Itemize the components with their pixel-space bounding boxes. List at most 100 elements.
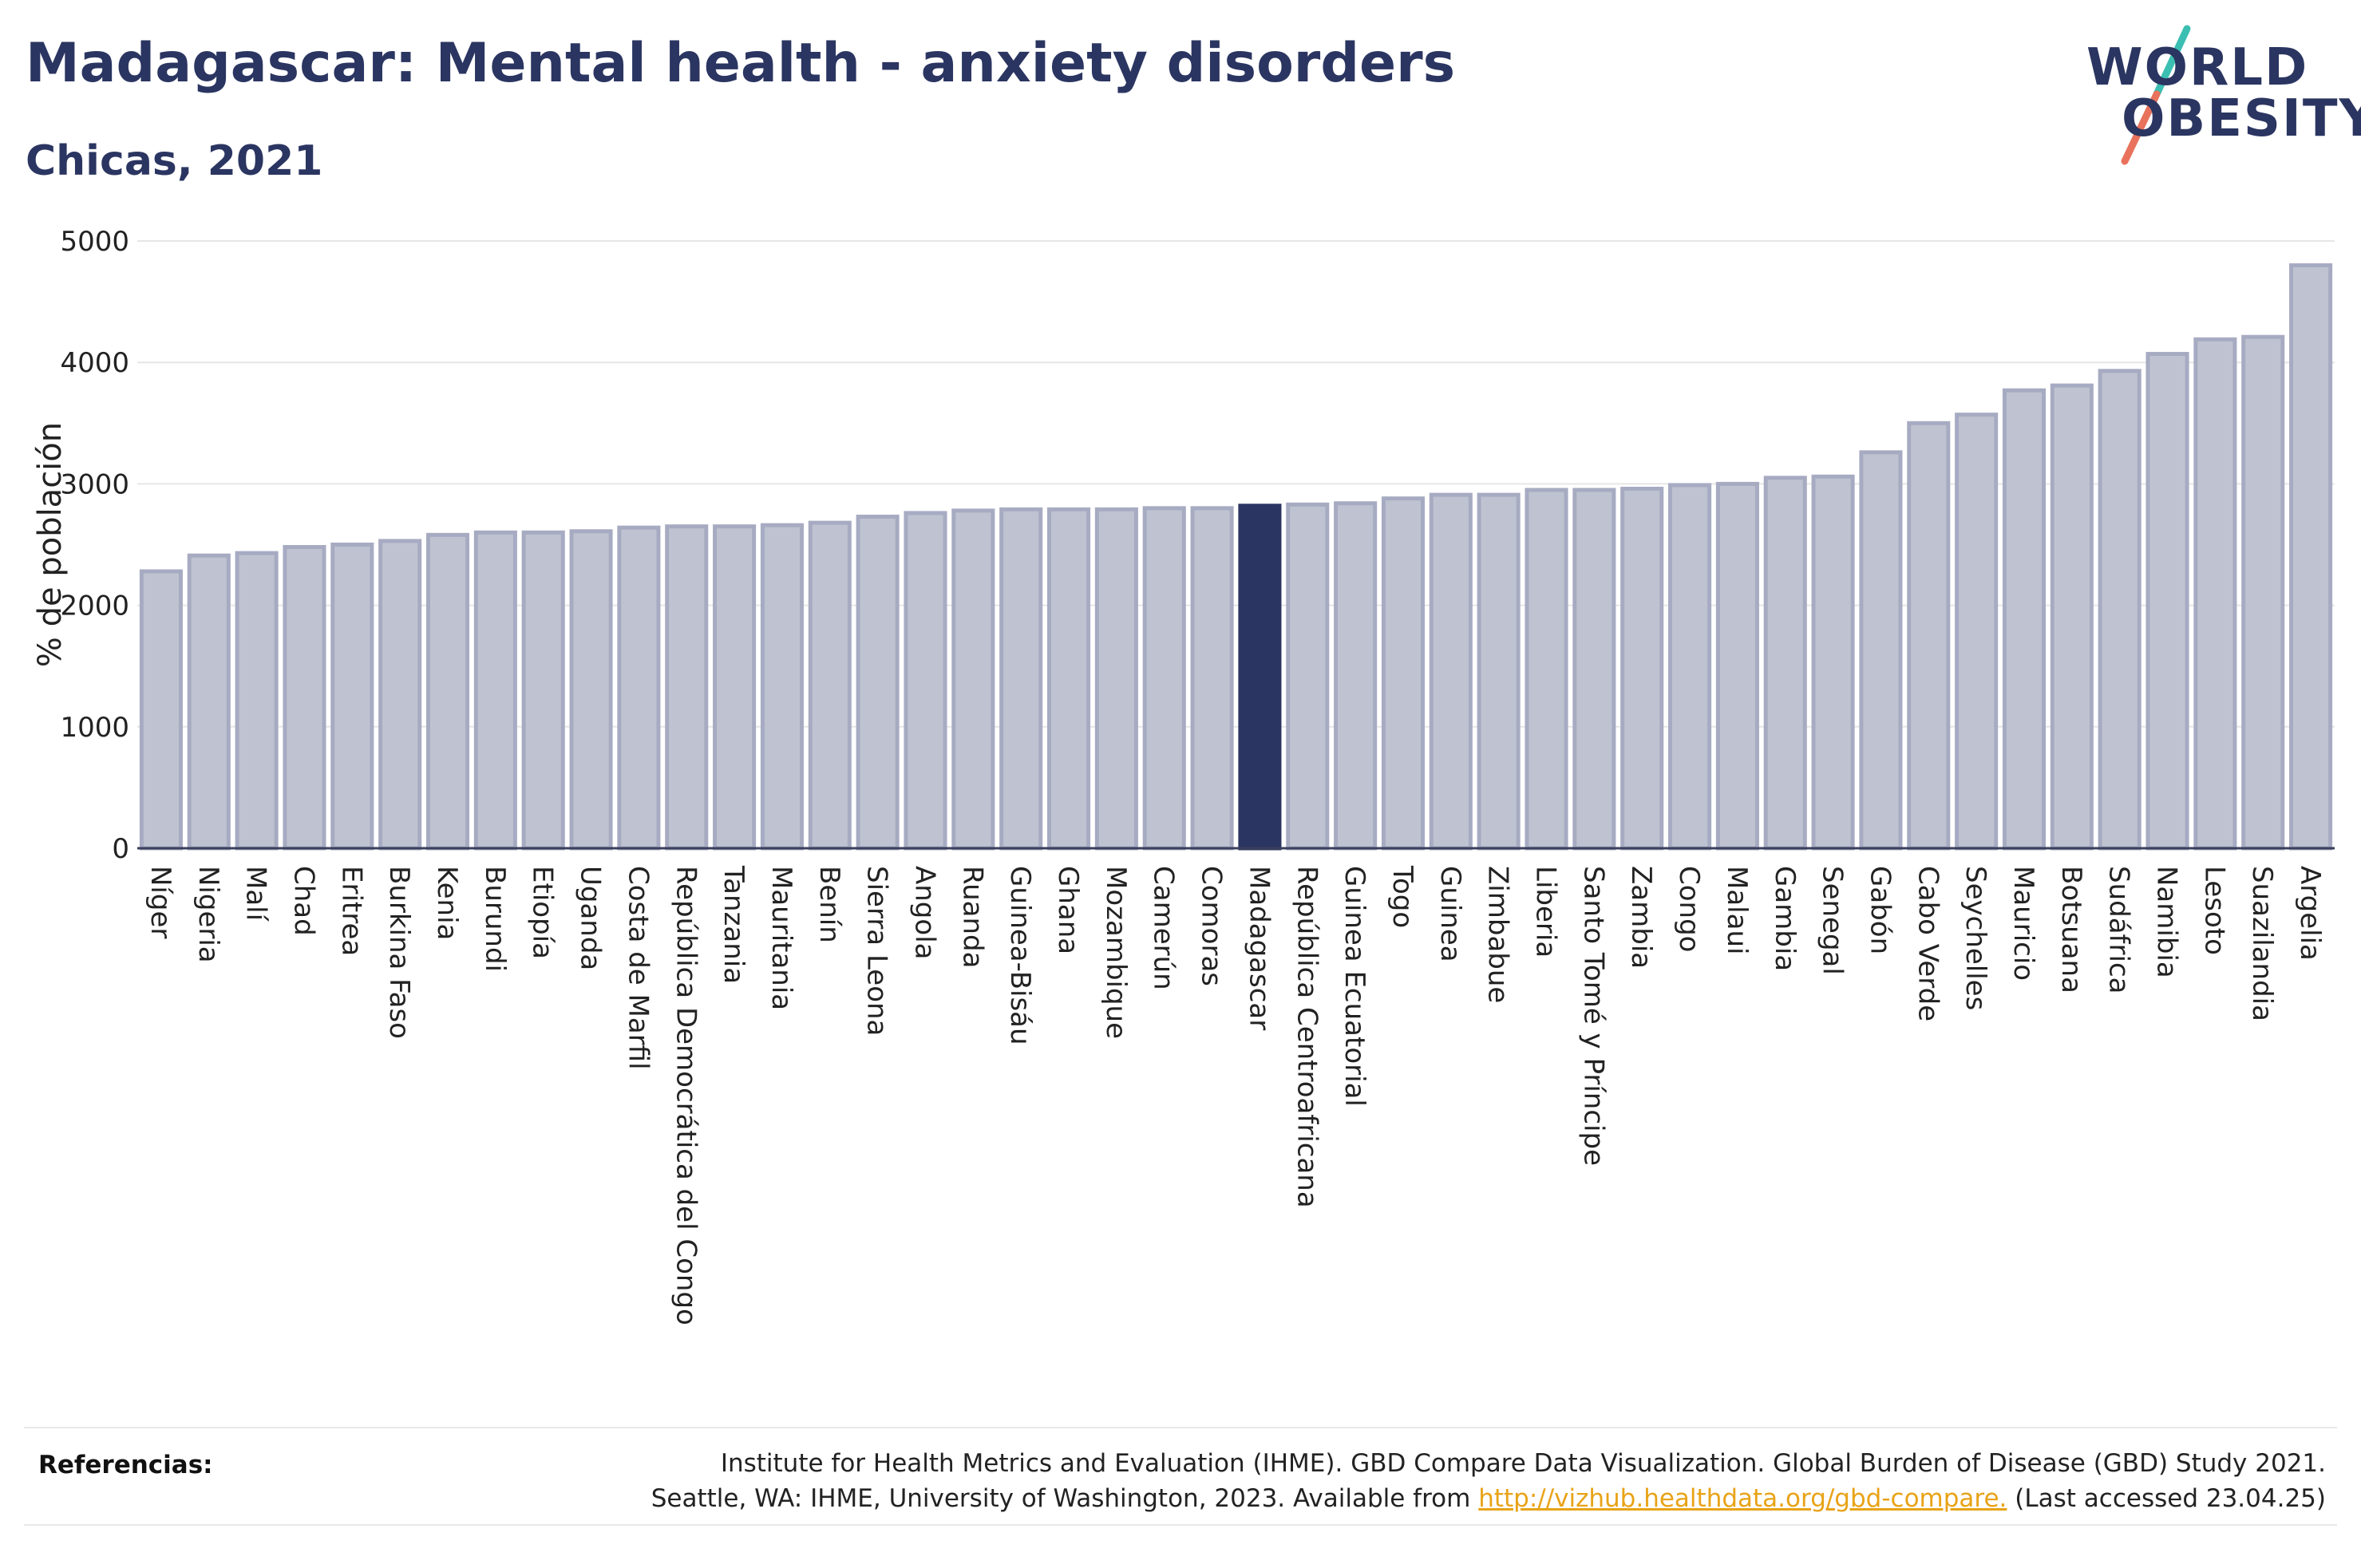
bar — [713, 524, 757, 851]
bar — [2002, 388, 2047, 851]
y-tick-label: 0 — [112, 833, 129, 865]
x-tick-label: Malí — [240, 866, 272, 922]
bar — [1381, 496, 1426, 851]
y-tick-label: 3000 — [60, 468, 129, 500]
references-text: Institute for Health Metrics and Evaluat… — [651, 1446, 2326, 1516]
x-tick-label: Tanzania — [718, 865, 749, 984]
bar — [951, 508, 995, 851]
x-tick-label: Malaui — [1721, 866, 1753, 954]
bar — [1620, 486, 1664, 851]
x-tick-label: Gambia — [1769, 866, 1801, 971]
x-tick-label: Lesoto — [2198, 866, 2230, 955]
x-tick-label: Namibia — [2151, 866, 2183, 978]
x-tick-label: Benín — [813, 866, 845, 943]
logo-slash-icon — [2121, 25, 2191, 165]
y-tick-label: 5000 — [60, 226, 129, 258]
x-tick-label: Guinea — [1434, 866, 1466, 962]
bar — [2241, 334, 2285, 851]
bar — [1715, 481, 1759, 851]
x-tick-label: Comoras — [1196, 866, 1228, 986]
y-tick-label: 1000 — [60, 712, 129, 744]
bar-chart: 0 1000 2000 3000 4000 5000 % de población Níger… — [32, 226, 2335, 1325]
footer-divider-top — [24, 1427, 2337, 1428]
references-line-2: Seattle, WA: IHME, University of Washing… — [651, 1481, 2326, 1516]
bar — [283, 545, 326, 851]
references-link[interactable]: http://vizhub.healthdata.org/gbd-compare… — [1478, 1484, 2007, 1513]
references-label: Referencias: — [38, 1451, 213, 1479]
bar — [1572, 488, 1616, 851]
bar — [330, 543, 374, 851]
x-tick-label: República Democrática del Congo — [670, 866, 702, 1325]
bar — [139, 569, 183, 851]
x-tick-label: Camerún — [1148, 866, 1180, 990]
bar — [808, 520, 852, 851]
x-tick-label: Burkina Faso — [383, 866, 415, 1039]
x-tick-label: Guinea Ecuatorial — [1339, 866, 1370, 1107]
bar — [665, 524, 709, 851]
x-tick-label: Eritrea — [335, 866, 367, 956]
x-tick-label: República Centroafricana — [1291, 866, 1323, 1208]
x-tick-label: Gabón — [1864, 866, 1896, 954]
x-tick-label: Togo — [1386, 865, 1418, 928]
x-tick-label: Ruanda — [956, 866, 988, 968]
x-tick-label: Kenia — [431, 866, 463, 940]
bar — [1763, 476, 1807, 851]
x-tick-label: Mozambique — [1100, 866, 1132, 1039]
world-obesity-logo: WORLD OBESITY — [2075, 24, 2361, 168]
x-tick-label: Argelia — [2294, 866, 2326, 961]
x-tick-label: Cabo Verde — [1912, 866, 1944, 1021]
x-tick-label: Zambia — [1625, 866, 1657, 969]
bar — [378, 539, 422, 851]
bar — [760, 523, 804, 851]
x-tick-label: Burundi — [479, 866, 511, 972]
bar — [1525, 488, 1568, 851]
bar — [1334, 501, 1378, 851]
bar — [2050, 383, 2094, 851]
bar — [521, 530, 565, 851]
page-title: Madagascar: Mental health - anxiety diso… — [26, 32, 1456, 95]
y-tick-label: 4000 — [60, 347, 129, 379]
bar — [999, 507, 1043, 851]
x-tick-label: Mauritania — [765, 866, 797, 1010]
x-tick-label: Etiopía — [527, 866, 559, 959]
bar — [1477, 492, 1521, 851]
x-tick-label: Guinea-Bisáu — [1004, 866, 1036, 1045]
references-line-2-post: (Last accessed 23.04.25) — [2007, 1484, 2326, 1513]
x-tick-label: Santo Tomé y Príncipe — [1577, 866, 1609, 1166]
x-tick-label: Senegal — [1817, 866, 1849, 975]
bar — [1046, 507, 1091, 851]
bar — [2193, 337, 2237, 851]
bar — [1907, 421, 1951, 851]
footer-divider-bottom — [24, 1524, 2337, 1526]
bar — [1859, 450, 1903, 851]
bar — [1190, 506, 1234, 851]
x-tick-label: Sudáfrica — [2103, 866, 2135, 993]
bar — [856, 514, 900, 851]
bar — [904, 511, 947, 851]
x-tick-label: Uganda — [575, 866, 607, 970]
x-tick-label: Nigeria — [192, 866, 224, 963]
x-tick-label: Sierra Leona — [861, 866, 893, 1036]
x-tick-label: Ghana — [1052, 866, 1084, 954]
x-tick-label: Madagascar — [1243, 866, 1275, 1030]
bar — [1811, 474, 1855, 851]
y-axis-title: % de población — [32, 422, 69, 667]
bar — [425, 532, 470, 851]
bar — [187, 553, 231, 851]
bar — [473, 530, 517, 851]
bar — [617, 525, 661, 851]
x-tick-label: Chad — [287, 866, 319, 936]
bar — [2289, 263, 2333, 851]
x-tick-label: Seychelles — [1960, 866, 1991, 1010]
x-tick-label: Mauricio — [2007, 866, 2039, 981]
x-tick-label: Zimbabue — [1482, 866, 1514, 1003]
bar — [1286, 502, 1330, 851]
bar — [2145, 352, 2189, 851]
x-tick-label: Costa de Marfil — [622, 866, 654, 1070]
x-tick-label: Suazilandia — [2246, 866, 2278, 1021]
bar — [569, 529, 613, 851]
bar — [1429, 492, 1473, 851]
bar — [1668, 483, 1712, 851]
references-line-2-pre: Seattle, WA: IHME, University of Washing… — [651, 1484, 1479, 1513]
logo-line-world: WORLD — [2086, 38, 2309, 97]
